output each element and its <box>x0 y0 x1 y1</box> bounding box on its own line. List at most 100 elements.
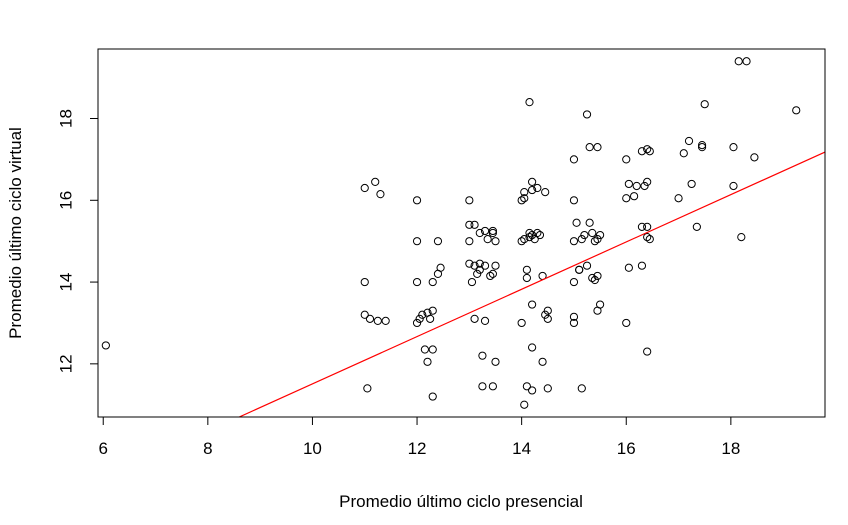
data-point <box>465 237 474 246</box>
data-point <box>480 316 490 326</box>
data-point <box>522 382 531 391</box>
data-point <box>470 261 479 270</box>
data-point <box>360 277 369 287</box>
data-point <box>543 306 552 315</box>
data-point <box>541 188 550 197</box>
data-point <box>528 177 537 186</box>
data-point <box>637 147 647 156</box>
data-point <box>569 237 579 246</box>
data-point <box>528 386 537 395</box>
data-point <box>596 300 605 309</box>
data-point <box>645 147 654 156</box>
data-point <box>528 300 537 309</box>
data-point <box>624 179 633 189</box>
data-point <box>433 237 443 246</box>
data-point <box>697 143 707 152</box>
data-point <box>590 237 599 246</box>
data-point <box>588 273 597 283</box>
plot-frame <box>97 48 826 418</box>
data-point <box>640 181 649 191</box>
data-point <box>643 232 652 242</box>
x-tick-label: 18 <box>721 439 740 458</box>
regression-line <box>238 151 825 417</box>
x-tick-label: 8 <box>203 439 212 458</box>
data-point <box>643 177 652 186</box>
data-point <box>525 228 534 238</box>
data-point <box>360 183 369 193</box>
y-tick-label: 14 <box>56 273 75 292</box>
data-point <box>478 351 487 360</box>
data-point <box>637 261 647 270</box>
x-tick-label: 16 <box>617 439 636 458</box>
data-point <box>415 314 424 323</box>
data-point <box>637 222 647 231</box>
y-tick-label: 18 <box>56 109 75 128</box>
data-point <box>522 273 531 283</box>
data-point <box>697 140 707 150</box>
data-point <box>465 259 474 268</box>
data-point <box>543 384 552 393</box>
data-point <box>491 237 500 246</box>
data-point <box>528 185 537 195</box>
data-point <box>517 196 526 205</box>
data-point <box>535 230 545 240</box>
data-point <box>643 347 652 356</box>
data-point <box>488 228 497 238</box>
data-point <box>674 194 683 203</box>
data-point <box>520 400 529 409</box>
data-point <box>543 314 552 323</box>
data-point <box>480 261 490 270</box>
data-point <box>475 228 484 238</box>
data-point <box>473 269 482 278</box>
data-point <box>488 382 497 391</box>
data-point <box>363 384 372 393</box>
data-point <box>622 318 631 328</box>
data-point <box>593 235 602 244</box>
data-point <box>569 196 579 205</box>
data-point <box>580 230 589 240</box>
data-point <box>590 275 599 285</box>
data-point <box>687 179 696 189</box>
data-point <box>577 384 586 393</box>
data-point <box>478 382 487 391</box>
data-point <box>585 218 594 227</box>
data-point <box>365 314 375 323</box>
data-point <box>480 226 490 236</box>
data-point <box>488 226 497 236</box>
data-point <box>412 318 422 328</box>
data-point <box>643 145 652 154</box>
data-point <box>643 222 652 231</box>
data-point <box>750 153 759 162</box>
data-point <box>488 269 497 278</box>
data-point <box>420 345 429 354</box>
data-point <box>475 265 484 274</box>
data-point <box>569 318 579 328</box>
data-point <box>491 357 500 366</box>
data-point <box>426 314 435 323</box>
data-point <box>569 155 579 164</box>
data-point <box>632 181 641 191</box>
data-point <box>734 57 743 66</box>
data-point <box>645 235 654 244</box>
data-point <box>517 237 526 246</box>
y-tick-label: 16 <box>56 191 75 210</box>
data-point <box>582 110 592 119</box>
y-axis: 12 14 16 18 <box>56 109 99 373</box>
data-point <box>700 100 709 109</box>
data-point <box>360 310 369 319</box>
data-point <box>436 263 445 272</box>
data-point <box>596 230 605 240</box>
data-point <box>622 194 631 203</box>
points-layer <box>101 57 801 409</box>
data-point <box>465 220 474 229</box>
x-tick-label: 12 <box>408 439 427 458</box>
data-point <box>577 235 586 244</box>
data-point <box>624 263 633 272</box>
y-tick-label: 12 <box>56 354 75 373</box>
data-point <box>101 341 110 350</box>
data-point <box>520 235 529 244</box>
data-point <box>486 271 495 281</box>
data-point <box>538 357 547 366</box>
data-point <box>371 177 380 186</box>
data-point <box>373 316 382 326</box>
